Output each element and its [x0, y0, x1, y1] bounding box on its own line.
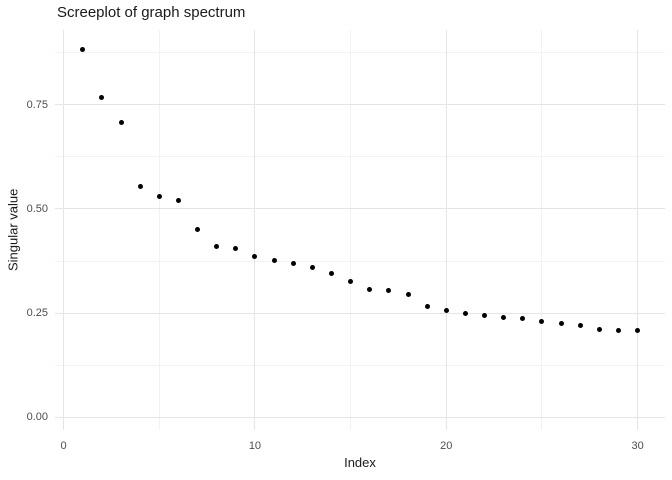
data-point — [462, 310, 468, 316]
gridline-minor-y — [55, 364, 665, 366]
gridline-minor-y — [55, 52, 665, 54]
data-point — [80, 47, 86, 53]
gridline-minor-x — [158, 30, 160, 430]
y-tick-label: 0.75 — [26, 98, 48, 111]
gridline-minor-y — [55, 156, 665, 158]
data-point — [118, 119, 124, 125]
data-point — [539, 319, 545, 325]
gridline-major-y — [55, 208, 665, 210]
x-tick-label: 20 — [440, 440, 453, 452]
data-point — [175, 198, 181, 204]
data-point — [309, 265, 315, 271]
plot-title: Screeplot of graph spectrum — [57, 4, 246, 21]
plot-panel — [55, 30, 665, 430]
data-point — [156, 193, 162, 199]
gridline-major-x — [63, 30, 65, 430]
data-point — [424, 304, 430, 310]
gridline-minor-x — [541, 30, 543, 430]
gridline-major-x — [637, 30, 639, 430]
x-tick-label: 0 — [60, 440, 67, 452]
data-point — [137, 184, 143, 190]
data-point — [482, 312, 488, 318]
gridline-major-y — [55, 312, 665, 314]
data-point — [233, 246, 239, 252]
data-point — [577, 323, 583, 329]
data-point — [501, 315, 507, 321]
data-point — [635, 328, 641, 334]
gridline-major-x — [445, 30, 447, 430]
y-tick-label: 0.25 — [26, 307, 48, 320]
gridline-minor-x — [350, 30, 352, 430]
x-tick-label: 30 — [631, 440, 644, 452]
data-point — [271, 257, 277, 263]
data-point — [443, 307, 449, 313]
data-point — [616, 328, 621, 334]
data-point — [195, 227, 201, 233]
x-axis-title: Index — [344, 455, 376, 470]
data-point — [405, 292, 411, 298]
data-point — [348, 279, 354, 285]
data-point — [290, 260, 296, 266]
data-point — [214, 243, 220, 249]
gridline-major-x — [254, 30, 256, 430]
gridline-major-y — [55, 416, 665, 418]
data-point — [328, 270, 334, 276]
x-tick-label: 10 — [248, 440, 262, 452]
data-point — [367, 287, 373, 293]
y-tick-label: 0.50 — [26, 202, 48, 215]
data-point — [99, 94, 105, 100]
gridline-major-y — [55, 104, 665, 106]
data-point — [520, 316, 526, 322]
data-point — [596, 326, 602, 332]
data-point — [558, 320, 564, 326]
data-point — [386, 287, 392, 293]
data-point — [252, 253, 258, 259]
y-tick-label: 0.00 — [26, 411, 48, 424]
y-axis-title: Singular value — [5, 188, 21, 272]
gridline-minor-y — [55, 260, 665, 262]
